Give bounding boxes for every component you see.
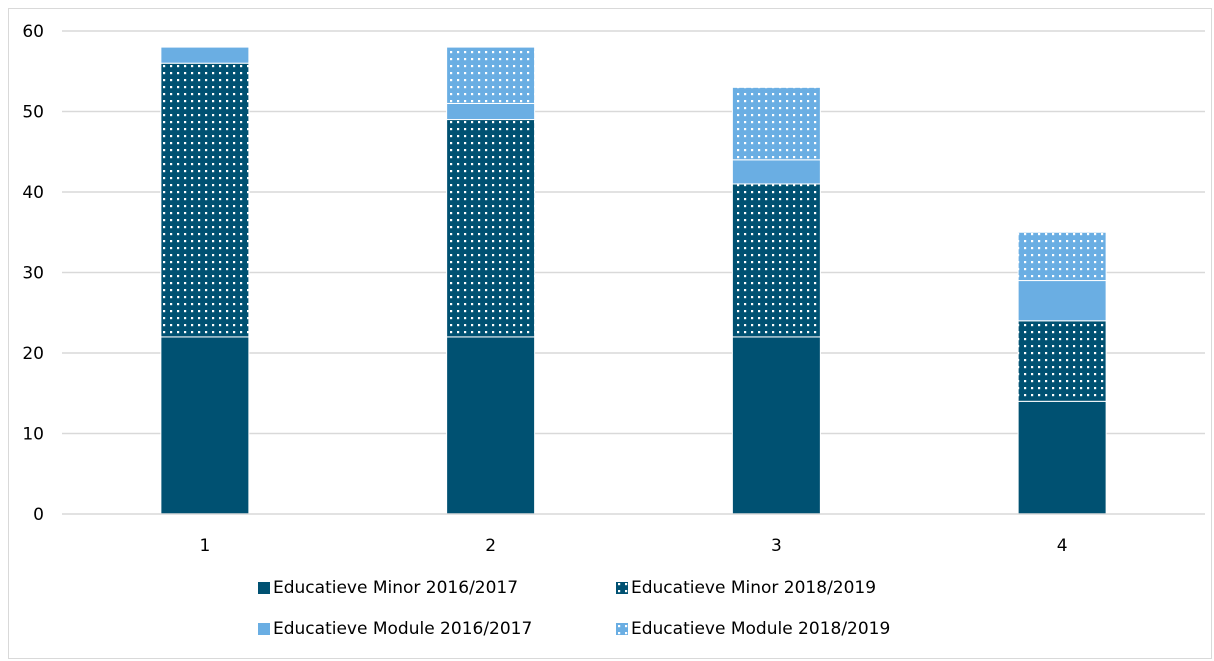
- bar-segment: [446, 336, 536, 515]
- bar-segment: [446, 119, 536, 338]
- y-axis-ticks: 0 10 20 30 40 50 60: [22, 22, 44, 525]
- y-tick-label: 10: [22, 425, 44, 445]
- legend-label: Educatieve Module 2016/2017: [273, 619, 532, 639]
- x-tick-label: 2: [485, 536, 496, 556]
- bar-segment: [446, 102, 536, 121]
- legend-swatch: [616, 623, 628, 635]
- bar-segment: [731, 86, 821, 161]
- legend-swatch: [258, 623, 270, 635]
- y-tick-label: 30: [22, 264, 44, 284]
- legend: Educatieve Minor 2016/2017 Educatieve Min…: [258, 578, 890, 639]
- bar-segment: [446, 46, 536, 104]
- y-tick-label: 0: [33, 505, 44, 525]
- bar-segment: [1017, 280, 1107, 322]
- bar-segment: [731, 183, 821, 338]
- bar-segment: [160, 46, 250, 64]
- bar-segment: [160, 336, 250, 515]
- y-tick-label: 60: [22, 22, 44, 42]
- bar-segment: [731, 336, 821, 515]
- x-tick-label: 4: [1057, 536, 1068, 556]
- bar-segment: [731, 159, 821, 185]
- gridlines: [62, 30, 1205, 435]
- legend-swatch: [258, 582, 270, 594]
- x-axis-ticks: 1 2 3 4: [199, 536, 1067, 556]
- bars: [160, 46, 1107, 515]
- bar-segment: [1017, 320, 1107, 402]
- x-tick-label: 1: [199, 536, 210, 556]
- legend-label: Educatieve Minor 2018/2019: [631, 578, 876, 598]
- legend-swatch: [616, 582, 628, 594]
- y-tick-label: 40: [22, 183, 44, 203]
- legend-label: Educatieve Module 2018/2019: [631, 619, 890, 639]
- x-tick-label: 3: [771, 536, 782, 556]
- y-tick-label: 50: [22, 103, 44, 123]
- legend-label: Educatieve Minor 2016/2017: [273, 578, 518, 598]
- bar-segment: [1017, 400, 1107, 515]
- bar-segment: [160, 62, 250, 338]
- bar-segment: [1017, 231, 1107, 282]
- y-tick-label: 20: [22, 344, 44, 364]
